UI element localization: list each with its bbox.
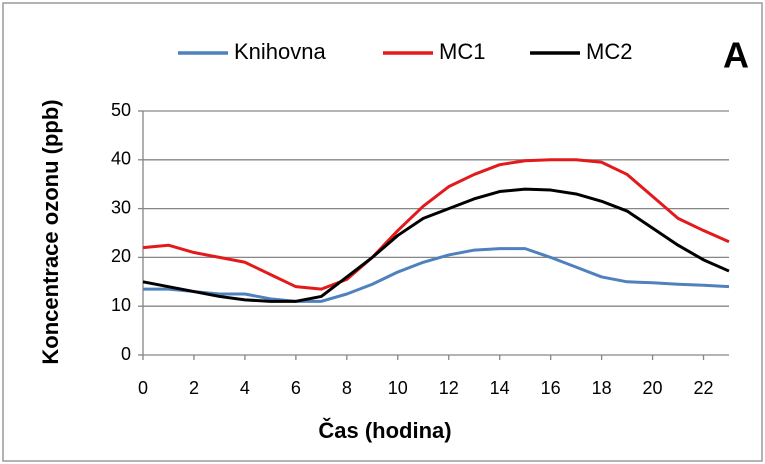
series-line <box>142 158 730 291</box>
x-tick-label: 18 <box>592 378 612 398</box>
legend-label: MC1 <box>439 39 485 64</box>
y-tick-label: 40 <box>111 149 131 169</box>
x-tick-label: 4 <box>240 378 250 398</box>
x-tick-label: 8 <box>342 378 352 398</box>
x-axis-label: Čas (hodina) <box>318 418 451 443</box>
legend-label: MC2 <box>586 39 632 64</box>
x-tick-label: 22 <box>694 378 714 398</box>
x-tick-label: 10 <box>388 378 408 398</box>
y-tick-label: 20 <box>111 246 131 266</box>
y-tick-label: 10 <box>111 295 131 315</box>
x-tick-label: 16 <box>541 378 561 398</box>
y-tick-label: 0 <box>121 344 131 364</box>
x-tick-label: 6 <box>291 378 301 398</box>
x-tick-label: 2 <box>189 378 199 398</box>
y-tick-label: 50 <box>111 100 131 120</box>
x-tick-label: 12 <box>439 378 459 398</box>
annotation: A <box>723 35 749 76</box>
y-axis-label: Koncentrace ozonu (ppb) <box>38 99 63 364</box>
x-tick-label: 14 <box>490 378 510 398</box>
legend-label: Knihovna <box>234 39 327 64</box>
x-tick-label: 0 <box>138 378 148 398</box>
series-line <box>143 247 730 303</box>
x-tick-label: 20 <box>643 378 663 398</box>
series-line <box>142 187 730 303</box>
y-tick-label: 30 <box>111 197 131 217</box>
